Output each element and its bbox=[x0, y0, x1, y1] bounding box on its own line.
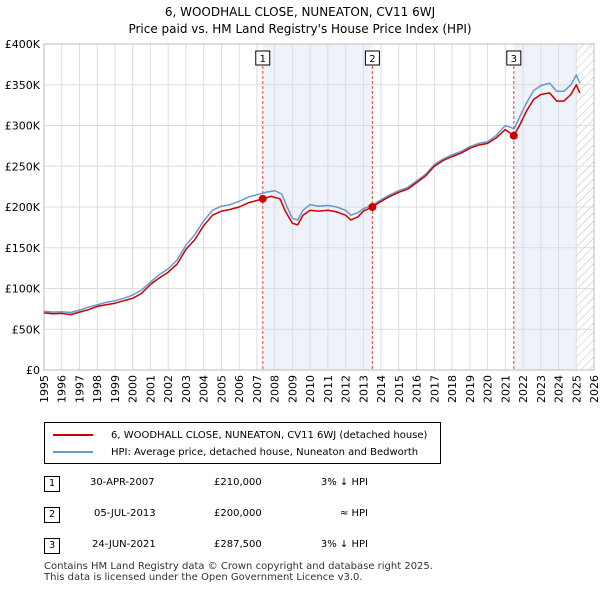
y-tick-label: £100K bbox=[5, 283, 41, 296]
sale-marker-label: 1 bbox=[260, 54, 266, 65]
chart-subtitle: Price paid vs. HM Land Registry's House … bbox=[128, 22, 472, 36]
x-tick-label: 2017 bbox=[428, 375, 441, 403]
sale-marker-label: 3 bbox=[511, 54, 517, 65]
series-line-hpi bbox=[43, 74, 581, 314]
x-tick-label: 2019 bbox=[464, 375, 477, 403]
y-tick-label: £200K bbox=[5, 201, 41, 214]
plot-border bbox=[43, 43, 595, 371]
x-tick-label: 2002 bbox=[162, 375, 175, 403]
legend-swatch-hpi bbox=[53, 451, 93, 453]
sale-marker-label: 2 bbox=[369, 54, 375, 65]
x-tick-label: 2010 bbox=[304, 375, 317, 403]
transaction-hpi-relation: ≈ HPI bbox=[339, 508, 368, 519]
x-tick-label: 2022 bbox=[517, 375, 530, 403]
x-tick-label: 2012 bbox=[340, 375, 353, 403]
series-line-property bbox=[43, 84, 581, 316]
transaction-number: 1 bbox=[44, 476, 60, 492]
x-tick-label: 1996 bbox=[56, 375, 69, 403]
legend-label-hpi: HPI: Average price, detached house, Nune… bbox=[111, 446, 419, 458]
x-tick-label: 2021 bbox=[499, 375, 512, 403]
x-tick-label: 2026 bbox=[588, 375, 600, 403]
x-tick-label: 2018 bbox=[446, 375, 459, 403]
y-tick-label: £0 bbox=[26, 364, 40, 377]
transaction-number: 3 bbox=[44, 538, 60, 554]
y-tick-label: £50K bbox=[12, 323, 41, 336]
x-tick-label: 2013 bbox=[357, 375, 370, 403]
price-chart: £0 £50K £100K £150K £200K £250K £300K £350K £400… bbox=[5, 38, 600, 403]
footer-licence: This data is licensed under the Open Gov… bbox=[44, 572, 363, 583]
y-tick-label: £350K bbox=[5, 79, 41, 92]
x-tick-label: 2003 bbox=[180, 375, 193, 403]
transaction-date: 05-JUL-2013 bbox=[94, 508, 156, 519]
x-tick-label: 2025 bbox=[570, 375, 583, 403]
x-tick-label: 2001 bbox=[144, 375, 157, 403]
legend-swatch-property bbox=[53, 434, 93, 436]
x-tick-label: 2016 bbox=[411, 375, 424, 403]
sale-point bbox=[368, 203, 377, 211]
sale-point bbox=[258, 194, 267, 203]
x-tick-label: 2020 bbox=[482, 375, 495, 403]
legend: 6, WOODHALL CLOSE, NUNEATON, CV11 6WJ (d… bbox=[44, 422, 441, 464]
x-tick-label: 2023 bbox=[535, 375, 548, 403]
transaction-price: £200,000 bbox=[214, 508, 262, 519]
y-tick-label: £250K bbox=[5, 160, 41, 173]
sale-marker-box bbox=[364, 50, 380, 66]
transaction-price: £287,500 bbox=[214, 539, 262, 550]
transaction-date: 30-APR-2007 bbox=[90, 477, 155, 488]
transaction-price: £210,000 bbox=[214, 477, 262, 488]
x-tick-label: 1997 bbox=[73, 375, 86, 403]
transaction-hpi-relation: 3% ↓ HPI bbox=[320, 539, 368, 550]
footer-copyright: Contains HM Land Registry data © Crown c… bbox=[44, 561, 433, 572]
y-tick-label: £300K bbox=[5, 120, 41, 133]
x-tick-label: 2005 bbox=[215, 375, 228, 403]
x-tick-label: 2006 bbox=[233, 375, 246, 403]
y-tick-label: £400K bbox=[5, 38, 41, 51]
x-tick-label: 2011 bbox=[322, 375, 335, 403]
x-tick-label: 2000 bbox=[127, 375, 140, 403]
x-tick-label: 1995 bbox=[38, 375, 51, 403]
x-tick-label: 2015 bbox=[393, 375, 406, 403]
legend-item-hpi: HPI: Average price, detached house, Nune… bbox=[53, 444, 418, 460]
x-tick-label: 2009 bbox=[286, 375, 299, 403]
x-tick-label: 2024 bbox=[553, 375, 566, 403]
legend-label-property: 6, WOODHALL CLOSE, NUNEATON, CV11 6WJ (d… bbox=[111, 429, 428, 441]
transaction-hpi-relation: 3% ↓ HPI bbox=[320, 477, 368, 488]
y-tick-label: £150K bbox=[5, 242, 41, 255]
x-tick-label: 2007 bbox=[251, 375, 264, 403]
x-tick-label: 2014 bbox=[375, 375, 388, 403]
sale-marker-box bbox=[506, 50, 522, 66]
x-tick-label: 2008 bbox=[269, 375, 282, 403]
chart-title: 6, WOODHALL CLOSE, NUNEATON, CV11 6WJ bbox=[164, 5, 436, 19]
transaction-number: 2 bbox=[44, 507, 60, 523]
sale-point bbox=[509, 131, 518, 140]
x-tick-label: 1999 bbox=[109, 375, 122, 403]
transaction-date: 24-JUN-2021 bbox=[92, 539, 156, 550]
x-tick-label: 2004 bbox=[198, 375, 211, 403]
x-tick-label: 1998 bbox=[91, 375, 104, 403]
legend-item-property: 6, WOODHALL CLOSE, NUNEATON, CV11 6WJ (d… bbox=[53, 427, 427, 443]
sale-marker-box bbox=[255, 50, 271, 66]
